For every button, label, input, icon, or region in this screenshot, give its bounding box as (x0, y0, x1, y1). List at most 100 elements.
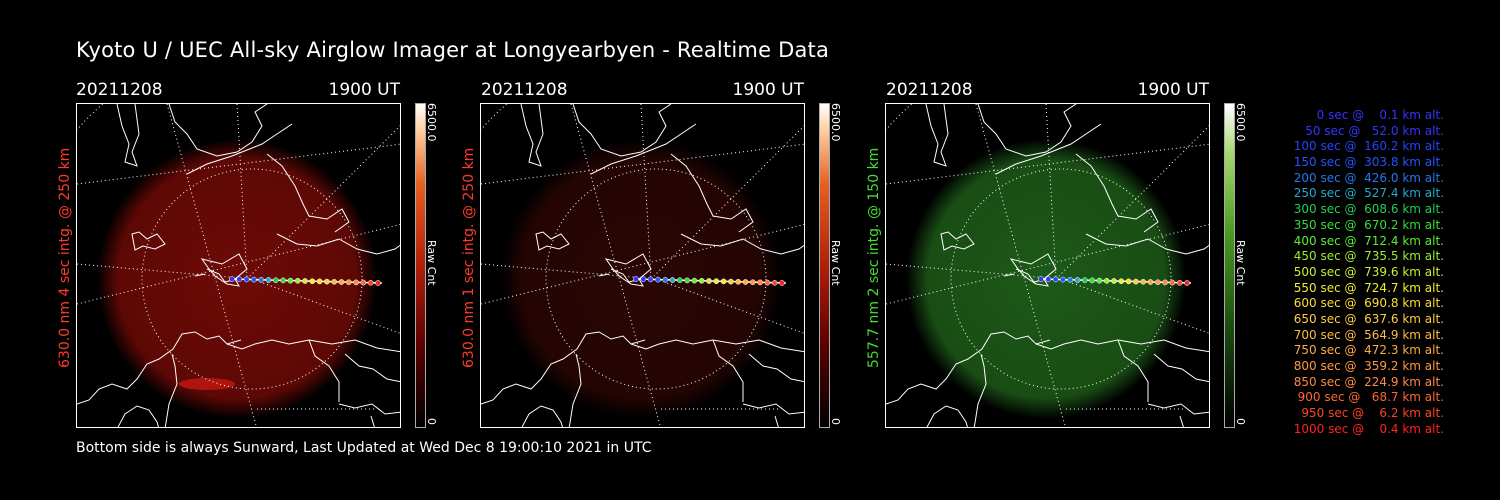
trajectory-point (1154, 279, 1161, 286)
trajectory-point (779, 280, 785, 286)
trajectory-point (713, 278, 720, 285)
coastline (338, 403, 400, 415)
trajectory-point (764, 279, 771, 286)
legend-item: 400 sec @ 712.4 km alt. (1289, 233, 1444, 248)
trajectory-point (375, 280, 381, 286)
grid-line (481, 143, 804, 185)
panel-3-image (885, 103, 1210, 428)
trajectory-point (655, 276, 661, 283)
trajectory-point (669, 277, 676, 283)
trajectory-point (1176, 279, 1183, 286)
trajectory-point (640, 276, 647, 283)
panel-1-cbar-max: 6500.0 (425, 103, 438, 142)
trajectory-point (367, 279, 374, 286)
coastline (886, 331, 1051, 405)
grid-line (886, 143, 1209, 185)
trajectory-point (1074, 277, 1081, 283)
trajectory-point (662, 276, 669, 283)
coastline (742, 403, 804, 415)
legend-item: 550 sec @ 724.7 km alt. (1289, 280, 1444, 295)
trajectory-point (742, 279, 749, 285)
trajectory-point (684, 277, 690, 284)
coastline (206, 268, 234, 283)
panel-1-colorbar (415, 103, 426, 428)
coastline (977, 104, 1077, 157)
coastline (1117, 339, 1149, 402)
panel-3-cbar-max: 6500.0 (1234, 103, 1247, 142)
grid-line (975, 104, 1066, 427)
panel-3-cbar-unit: Raw Cnt (1234, 240, 1247, 286)
trajectory-point (706, 278, 712, 284)
trajectory-point (771, 279, 778, 286)
grid-line (1055, 125, 1209, 280)
coastline (117, 405, 159, 427)
latitude-circle (545, 168, 767, 390)
legend-item: 750 sec @ 472.3 km alt. (1289, 343, 1444, 358)
legend-item: 0 sec @ 0.1 km alt. (1305, 108, 1444, 122)
panel-3-cbar-min: 0 (1234, 418, 1247, 425)
coastline (276, 233, 400, 255)
trajectory-point (265, 277, 272, 283)
trajectory-point (302, 278, 308, 284)
trajectory-point (258, 276, 265, 283)
coastline (164, 353, 178, 427)
panel-1-date: 20211208 (76, 80, 163, 100)
coastline (926, 405, 968, 427)
trajectory-point (1125, 278, 1132, 285)
coastline (77, 331, 242, 405)
trajectory-point (1133, 278, 1139, 285)
coastline (925, 104, 949, 167)
coastline (572, 104, 672, 157)
trajectory-point (353, 279, 359, 286)
coastline (774, 415, 779, 427)
legend-item: 200 sec @ 426.0 km alt. (1289, 170, 1444, 185)
trajectory-point (1038, 276, 1044, 282)
panel-2-date: 20211208 (481, 80, 568, 100)
coastline (481, 331, 646, 405)
coastline (266, 153, 350, 233)
panel-3-ylabel: 557.7 nm 2 sec intg. @ 150 km (866, 147, 882, 368)
latitude-circle (950, 168, 1172, 390)
trajectory-point (728, 278, 734, 285)
legend-item: 950 sec @ 6.2 km alt. (1297, 406, 1444, 421)
trajectory-point (345, 279, 352, 286)
coastline (226, 339, 400, 353)
trajectory-point (316, 278, 323, 285)
panel-1-time: 1900 UT (328, 80, 401, 100)
panel-2-time: 1900 UT (732, 80, 805, 100)
trajectory-point (1060, 276, 1066, 283)
trajectory-point (236, 276, 243, 283)
coastline (116, 104, 140, 167)
coastline (520, 104, 544, 167)
trajectory-point (287, 277, 294, 284)
panel-3-time: 1900 UT (1137, 80, 1210, 100)
legend-item: 650 sec @ 637.6 km alt. (1289, 311, 1444, 326)
grid-line (650, 125, 804, 280)
panel-1-ylabel: 630.0 nm 4 sec intg. @ 250 km (57, 147, 73, 368)
coastline (712, 339, 744, 402)
legend-item: 450 sec @ 735.5 km alt. (1289, 249, 1444, 264)
panel-3-map (886, 104, 1209, 427)
panel-1-map (77, 104, 400, 427)
coastline (630, 339, 804, 353)
grid-line (570, 104, 661, 427)
trajectory-point (757, 279, 763, 286)
page-title: Kyoto U / UEC All-sky Airglow Imager at … (76, 38, 830, 62)
coastline (535, 231, 570, 251)
coastline (1147, 403, 1209, 415)
coastline (308, 339, 340, 402)
coastline (940, 231, 975, 251)
trajectory-point (1081, 277, 1088, 284)
coastline (748, 353, 804, 383)
coastline (344, 353, 400, 383)
coastline (521, 405, 563, 427)
coastline (1015, 268, 1043, 283)
coastline (1003, 273, 1015, 277)
trajectory-point (324, 278, 330, 285)
trajectory-point (1169, 279, 1176, 286)
trajectory-point (647, 276, 654, 283)
trajectory-point (360, 279, 367, 286)
trajectory-point (735, 278, 742, 285)
trajectory-point (272, 277, 279, 284)
coastline (194, 273, 206, 277)
